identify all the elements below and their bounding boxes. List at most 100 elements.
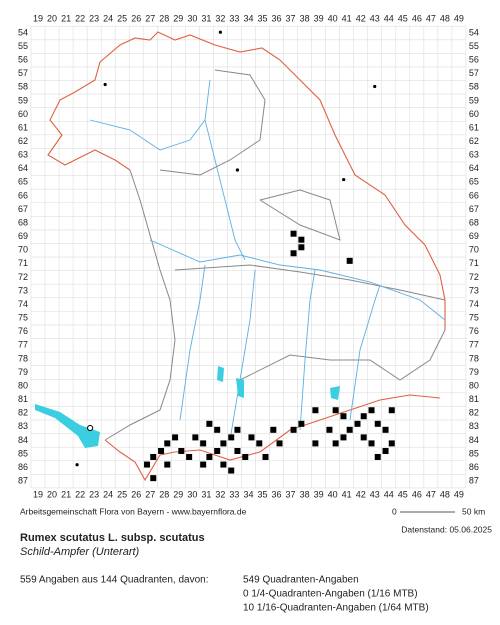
row-label: 63 (469, 150, 479, 160)
record (382, 426, 389, 433)
row-label: 83 (18, 421, 28, 431)
row-label: 61 (18, 122, 28, 132)
record (290, 250, 297, 257)
column-label: 33 (229, 14, 239, 24)
row-label: 60 (469, 109, 479, 119)
record (340, 434, 347, 441)
column-label: 32 (215, 14, 225, 24)
summary: 559 Angaben aus 144 Quadranten, davon: (20, 575, 209, 586)
row-label: 86 (469, 462, 479, 472)
row-label: 57 (469, 68, 479, 78)
row-label: 80 (469, 380, 479, 390)
column-label: 29 (173, 14, 183, 24)
row-label: 55 (469, 41, 479, 51)
record (192, 434, 199, 441)
row-label: 72 (18, 272, 28, 282)
column-label: 36 (272, 14, 282, 24)
column-label: 47 (426, 489, 436, 499)
row-label: 64 (469, 163, 479, 173)
column-label: 42 (356, 14, 366, 24)
record (298, 420, 305, 427)
record-point (235, 168, 240, 172)
row-label: 69 (18, 231, 28, 241)
row-label: 84 (469, 435, 479, 445)
record (220, 440, 227, 447)
row-label: 68 (469, 217, 479, 227)
row-label: 82 (18, 408, 28, 418)
record (242, 453, 249, 460)
column-label: 19 (33, 14, 43, 24)
state-border (47, 31, 446, 482)
row-label: 69 (469, 231, 479, 241)
record (388, 407, 395, 414)
record (326, 426, 333, 433)
column-label: 44 (384, 14, 394, 24)
row-label: 78 (469, 353, 479, 363)
records (75, 30, 395, 482)
record (172, 434, 179, 441)
column-label: 23 (89, 489, 99, 499)
column-label: 39 (314, 14, 324, 24)
column-label: 42 (356, 489, 366, 499)
record (234, 426, 241, 433)
row-label: 57 (18, 68, 28, 78)
record (164, 440, 171, 447)
record (298, 244, 305, 251)
scale-end: 50 km (462, 506, 485, 516)
grid: 19 19 20 20 21 21 22 22 23 23 24 24 25 25 26 26 27 27 28 28… (18, 14, 479, 500)
title: Rumex scutatus L. subsp. scutatus (20, 532, 205, 544)
scale-start: 0 (392, 506, 397, 516)
record (360, 413, 367, 420)
record (220, 461, 227, 468)
record-point (218, 30, 222, 34)
column-label: 20 (47, 489, 57, 499)
row-label: 72 (469, 272, 479, 282)
row-label: 66 (469, 190, 479, 200)
row-label: 77 (18, 340, 28, 350)
column-label: 49 (454, 489, 464, 499)
row-label: 74 (18, 299, 28, 309)
row-label: 64 (18, 163, 28, 173)
row-label: 67 (469, 204, 479, 214)
column-label: 40 (328, 489, 338, 499)
column-label: 31 (201, 14, 211, 24)
record (248, 434, 255, 441)
row-label: 62 (469, 136, 479, 146)
column-label: 23 (89, 14, 99, 24)
record (228, 434, 235, 441)
row-label: 87 (18, 476, 28, 486)
column-label: 22 (75, 489, 85, 499)
count: 0 1/4-Quadranten-Angaben (1/16 MTB) (243, 589, 418, 600)
column-label: 41 (342, 489, 352, 499)
row-label: 80 (18, 380, 28, 390)
column-label: 40 (328, 14, 338, 24)
record (388, 440, 395, 447)
record (276, 440, 283, 447)
row-label: 81 (469, 394, 479, 404)
column-label: 46 (412, 489, 422, 499)
row-label: 75 (469, 313, 479, 323)
column-label: 28 (159, 489, 169, 499)
row-label: 86 (18, 462, 28, 472)
record (150, 475, 157, 482)
row-label: 66 (18, 190, 28, 200)
record (312, 407, 319, 414)
record-point (373, 84, 377, 89)
state-outline (104, 69, 446, 441)
row-label: 81 (18, 394, 28, 404)
row-label: 74 (469, 299, 479, 309)
column-label: 45 (398, 14, 408, 24)
row-label: 78 (18, 353, 28, 363)
row-label: 58 (469, 82, 479, 92)
record (164, 461, 171, 468)
row-label: 70 (18, 245, 28, 255)
row-label: 79 (469, 367, 479, 377)
record (368, 440, 375, 447)
record (312, 440, 319, 447)
column-label: 46 (412, 14, 422, 24)
record (290, 426, 297, 433)
record-point (75, 463, 79, 467)
record (340, 413, 347, 420)
column-label: 28 (159, 14, 169, 24)
record (178, 447, 185, 454)
